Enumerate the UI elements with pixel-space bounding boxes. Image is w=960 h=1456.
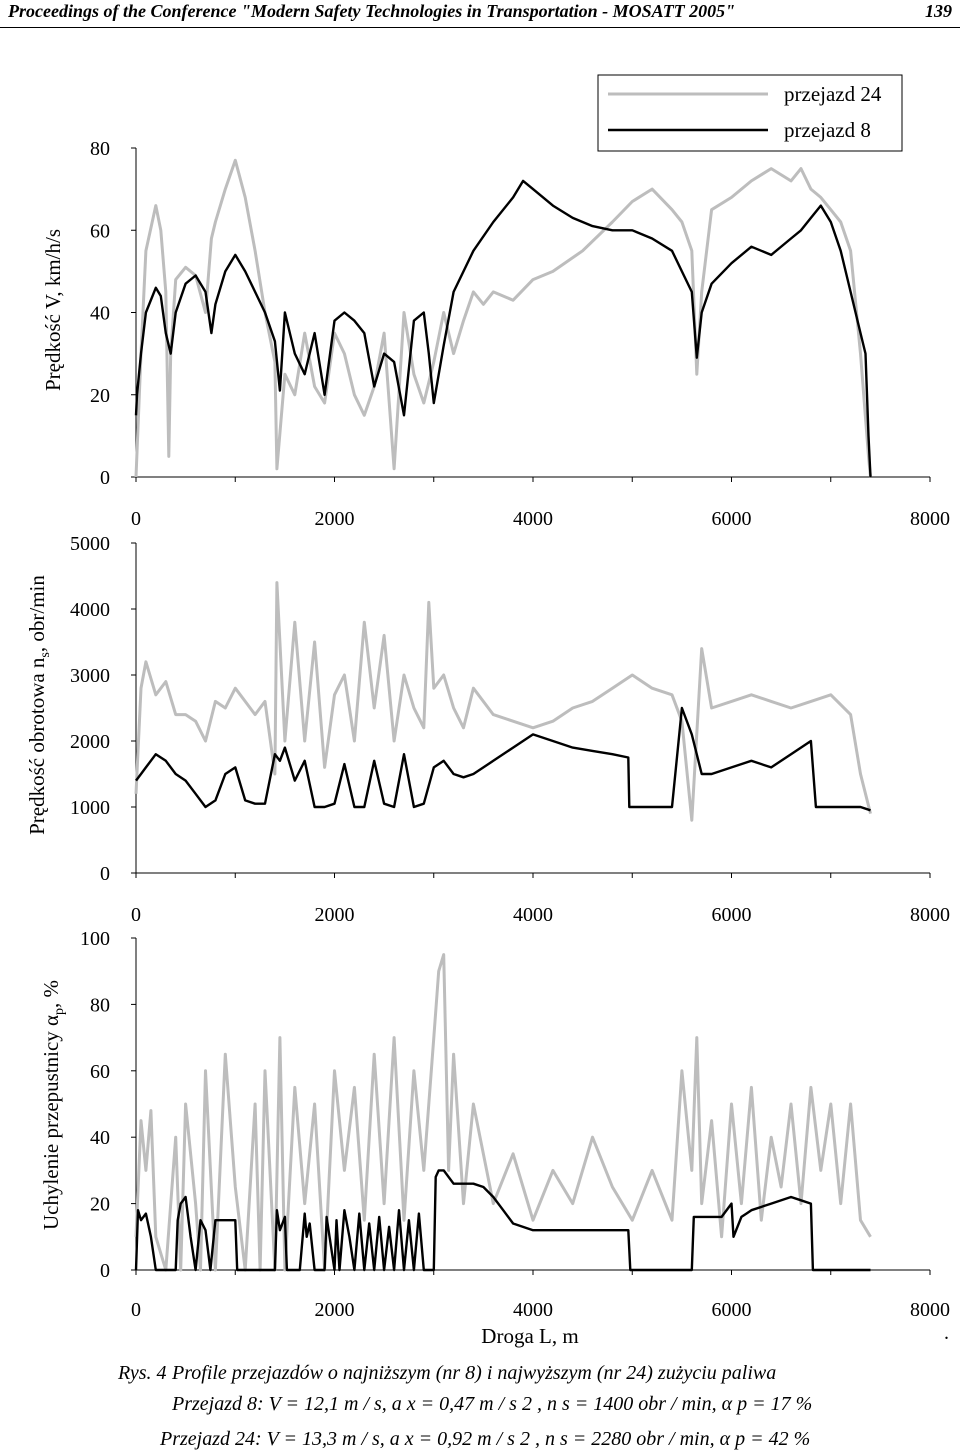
- y-tick-label: 0: [100, 467, 110, 489]
- y-tick-label: 80: [90, 138, 110, 160]
- y-tick-label: 60: [90, 220, 110, 242]
- page-header: Proceedings of the Conference "Modern Sa…: [0, 0, 960, 32]
- header-title: Proceedings of the Conference "Modern Sa…: [8, 1, 736, 21]
- x-tick-label: 0: [131, 508, 141, 530]
- x-tick-label: 8000: [910, 508, 950, 530]
- x-tick-label: 2000: [315, 1299, 355, 1321]
- x-tick-label: 2000: [315, 904, 355, 926]
- series-line-przejazd-24: [134, 158, 872, 478]
- y-tick-label: 20: [90, 385, 110, 407]
- y-tick-label: 20: [90, 1194, 110, 1216]
- legend-label: przejazd 8: [784, 118, 871, 142]
- series-line-przejazd-8: [134, 179, 872, 478]
- series-line-przejazd-8: [134, 1169, 871, 1272]
- caption-line-2: Przejazd 24: V = 13,3 m / s, a x = 0,92 …: [160, 1428, 811, 1450]
- y-tick-label: 40: [90, 303, 110, 325]
- y-tick-label: 0: [100, 863, 110, 885]
- legend-label: przejazd 24: [784, 82, 882, 106]
- y-axis-label: Prędkość obrotowa ns, obr/min: [25, 575, 53, 835]
- header-rule: [0, 27, 960, 28]
- legend-box: [597, 74, 903, 152]
- y-tick-label: 1000: [70, 797, 110, 819]
- x-tick-label: 0: [131, 1299, 141, 1321]
- x-tick-label: 6000: [712, 904, 752, 926]
- caption-text: Profile przejazdów o najniższym (nr 8) i…: [172, 1362, 777, 1384]
- y-tick-label: 60: [90, 1061, 110, 1083]
- y-tick-label: 3000: [70, 665, 110, 687]
- x-axis-end-dot: .: [944, 1322, 949, 1344]
- y-tick-label: 40: [90, 1127, 110, 1149]
- page-number: 139: [925, 1, 952, 21]
- x-tick-label: 2000: [315, 508, 355, 530]
- x-tick-label: 0: [131, 904, 141, 926]
- series-line-przejazd-8: [135, 706, 871, 812]
- y-tick-label: 80: [90, 994, 110, 1016]
- series-line-przejazd-24: [134, 581, 872, 822]
- y-axis-label: Prędkość V, km/h/s: [41, 229, 65, 391]
- y-axis-label: Uchylenie przepustnicy αp, %: [39, 980, 67, 1230]
- x-tick-label: 4000: [513, 1299, 553, 1321]
- y-tick-label: 5000: [70, 533, 110, 555]
- y-tick-label: 2000: [70, 731, 110, 753]
- y-tick-label: 0: [100, 1260, 110, 1282]
- x-axis-label: Droga L, m: [481, 1324, 578, 1348]
- caption-line-1: Przejazd 8: V = 12,1 m / s, a x = 0,47 m…: [172, 1393, 813, 1415]
- x-tick-label: 6000: [712, 1299, 752, 1321]
- x-tick-label: 4000: [513, 508, 553, 530]
- y-tick-label: 100: [80, 928, 110, 950]
- series-line-przejazd-24: [134, 953, 872, 1272]
- x-tick-label: 6000: [712, 508, 752, 530]
- caption-label: Rys. 4: [118, 1362, 167, 1384]
- x-tick-label: 8000: [910, 904, 950, 926]
- x-tick-label: 8000: [910, 1299, 950, 1321]
- y-tick-label: 4000: [70, 599, 110, 621]
- x-tick-label: 4000: [513, 904, 553, 926]
